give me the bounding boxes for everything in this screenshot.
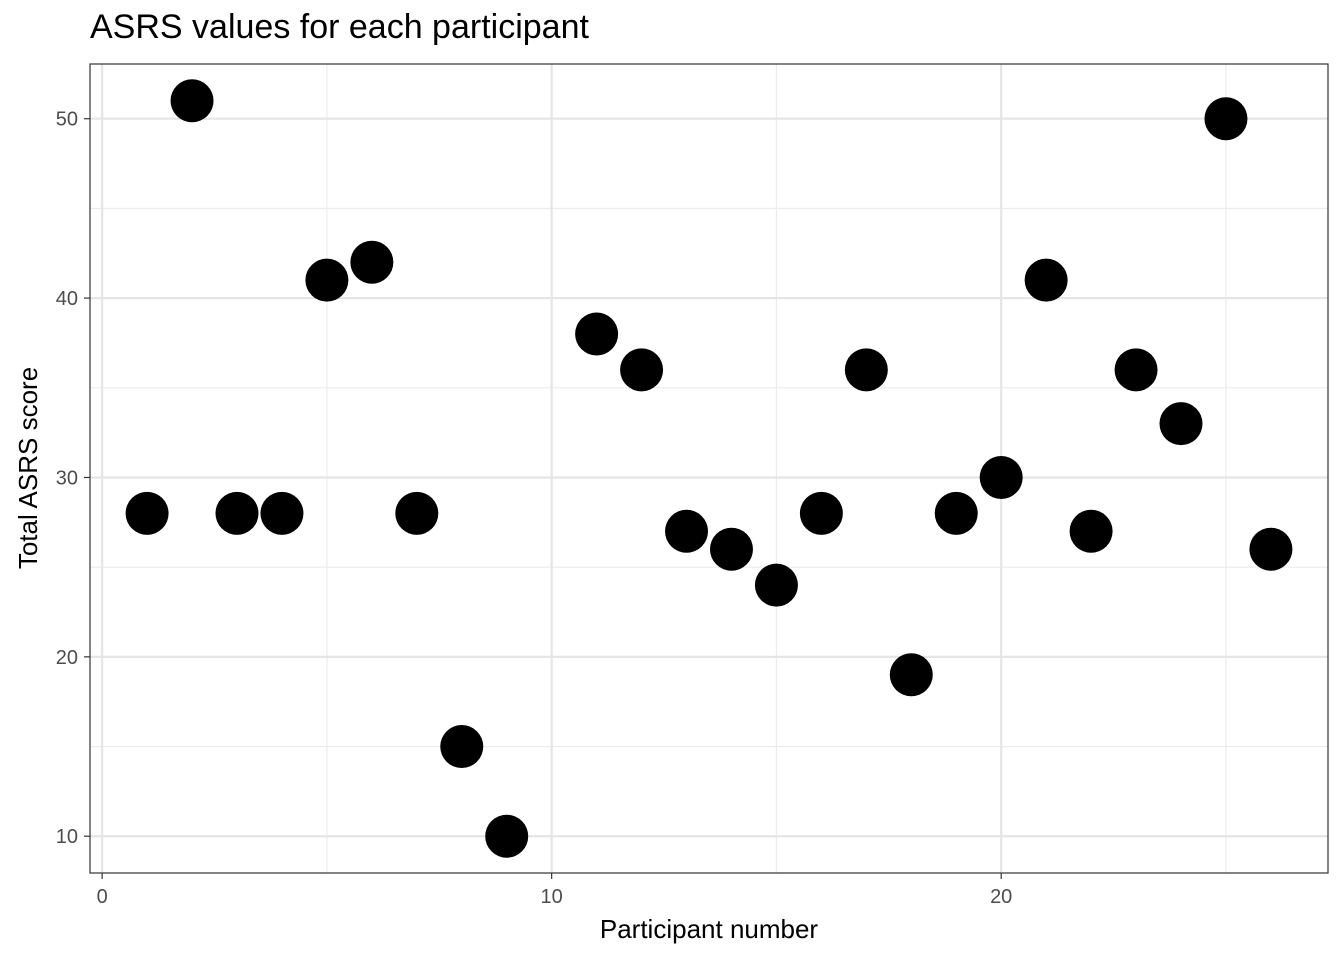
data-point [260, 491, 304, 535]
data-point [215, 491, 259, 535]
data-point [889, 653, 933, 697]
data-point [709, 527, 753, 571]
data-point [1069, 509, 1113, 553]
y-tick-label: 30 [56, 467, 78, 489]
axis-layer: 0 10 20 10 20 30 40 50 [56, 109, 1013, 908]
y-axis-title: Total ASRS score [13, 367, 43, 569]
y-tick-label: 40 [56, 288, 78, 310]
x-tick-label: 0 [97, 886, 108, 908]
data-point [440, 725, 484, 769]
y-tick-label: 20 [56, 647, 78, 669]
data-point [1159, 402, 1203, 446]
data-point [799, 491, 843, 535]
y-tick-label: 50 [56, 109, 78, 131]
plot-panel [90, 64, 1328, 873]
points-layer [125, 79, 1293, 858]
x-tick-label: 10 [541, 886, 563, 908]
data-point [575, 312, 619, 356]
data-point [754, 563, 798, 607]
x-axis-title: Participant number [600, 914, 819, 944]
y-tick-label: 10 [56, 826, 78, 848]
data-point [934, 491, 978, 535]
data-point [1204, 97, 1248, 141]
x-tick-label: 20 [990, 886, 1012, 908]
data-point [395, 491, 439, 535]
data-point [620, 348, 664, 392]
data-point [665, 509, 709, 553]
data-point [1249, 527, 1293, 571]
data-point [125, 491, 169, 535]
chart-title: ASRS values for each participant [90, 8, 589, 46]
data-point [979, 455, 1023, 499]
plot-border [89, 63, 1329, 874]
data-point [485, 814, 529, 858]
data-point [844, 348, 888, 392]
data-point [305, 258, 349, 302]
data-point [1114, 348, 1158, 392]
data-point [350, 240, 394, 284]
data-point [170, 79, 214, 123]
data-point [1024, 258, 1068, 302]
